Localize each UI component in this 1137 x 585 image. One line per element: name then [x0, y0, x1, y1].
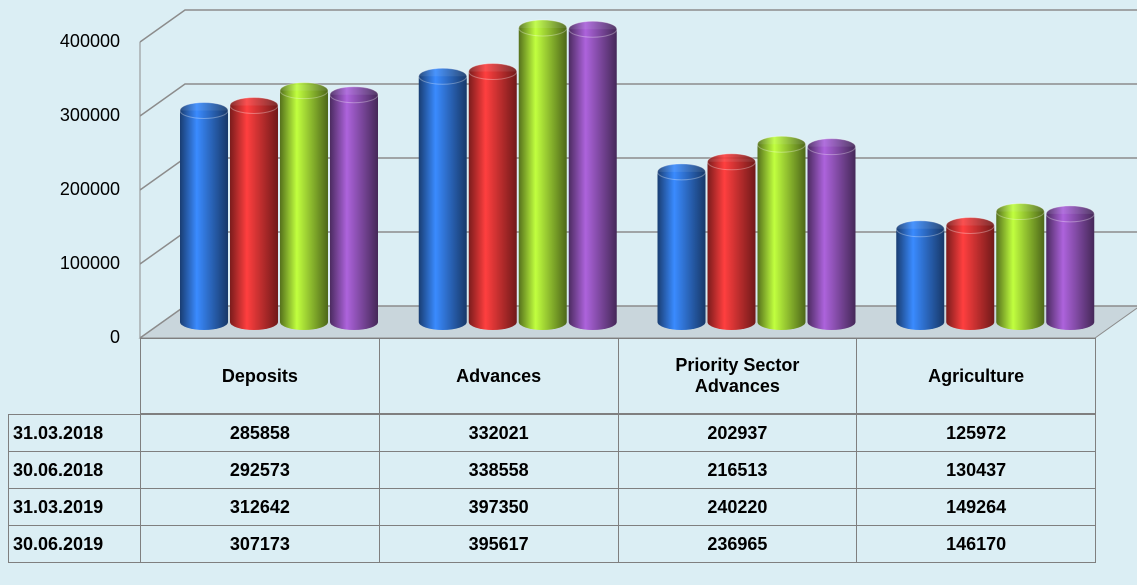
table-value: 332021 — [378, 414, 619, 452]
bar — [330, 94, 378, 330]
bar — [807, 146, 856, 330]
table-value: 307173 — [140, 525, 380, 563]
bar — [896, 228, 945, 330]
bar-top — [279, 82, 329, 100]
bar-top — [568, 20, 618, 38]
legend-row-label: 30.06.2019 — [8, 525, 141, 563]
legend-row-label: 30.06.2018 — [8, 451, 141, 489]
bar — [180, 110, 228, 330]
table-value: 125972 — [856, 414, 1096, 452]
grid-line — [139, 83, 1137, 117]
bar-top — [995, 203, 1045, 221]
bar-top — [229, 96, 279, 114]
bar — [230, 105, 278, 331]
y-tick-label: 300000 — [60, 105, 120, 125]
bar — [996, 211, 1045, 330]
category-header: Deposits — [140, 338, 380, 414]
bar-top — [657, 163, 706, 181]
bar — [1046, 213, 1095, 330]
category-header: Agriculture — [856, 338, 1096, 414]
category-header: Advances — [378, 338, 619, 414]
bar — [418, 76, 467, 330]
table-value: 146170 — [856, 525, 1096, 563]
table-value: 216513 — [617, 451, 858, 489]
y-tick-label: 0 — [110, 327, 120, 347]
bar — [657, 171, 706, 330]
table-value: 397350 — [378, 488, 619, 526]
table-value: 130437 — [856, 451, 1096, 489]
y-tick-label: 200000 — [60, 179, 120, 199]
bar-top — [1045, 205, 1095, 223]
y-tick-label: 400000 — [60, 31, 120, 51]
table-value: 202937 — [617, 414, 858, 452]
bar-top — [179, 101, 229, 119]
y-tick-label: 100000 — [60, 253, 120, 273]
table-value: 292573 — [140, 451, 380, 489]
grid-line — [139, 9, 1137, 43]
table-value: 338558 — [378, 451, 619, 489]
bar — [518, 27, 567, 331]
bar-top — [418, 67, 468, 85]
bar — [707, 161, 756, 330]
table-value: 285858 — [140, 414, 380, 452]
table-value: 395617 — [378, 525, 619, 563]
table-value: 149264 — [856, 488, 1096, 526]
bar — [946, 225, 995, 330]
bar-top — [945, 216, 995, 234]
table-value: 312642 — [140, 488, 380, 526]
bar-top — [895, 220, 945, 238]
bar — [280, 90, 328, 330]
bar-top — [807, 138, 856, 156]
bar — [468, 71, 517, 331]
bar-top — [468, 62, 518, 80]
bar-top — [329, 86, 379, 104]
table-value: 236965 — [617, 525, 858, 563]
bar — [757, 144, 806, 330]
bar — [568, 29, 617, 331]
table-value: 240220 — [617, 488, 858, 526]
legend-row-label: 31.03.2019 — [8, 488, 141, 526]
bar-top — [757, 135, 806, 153]
legend-row-label: 31.03.2018 — [8, 414, 141, 452]
bar-top — [707, 153, 756, 171]
bar-top — [518, 19, 568, 37]
category-header: Priority Sector Advances — [617, 338, 858, 414]
